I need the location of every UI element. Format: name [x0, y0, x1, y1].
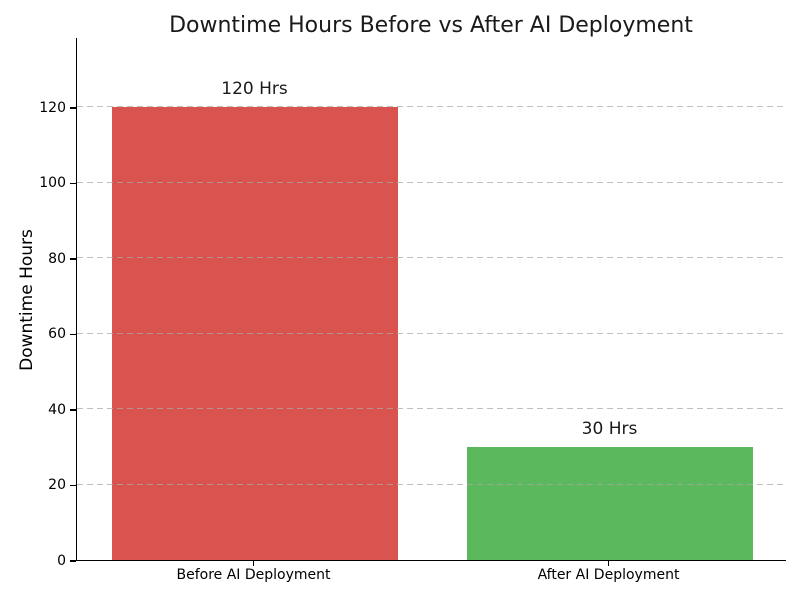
gridline-y-20 [77, 483, 786, 485]
y-tick-label: 80 [48, 250, 66, 267]
y-tick-label: 60 [48, 326, 66, 343]
x-tick-mark [252, 561, 255, 566]
y-tick-mark [70, 258, 76, 260]
y-tick-label: 120 [39, 99, 66, 116]
bar-after [466, 446, 753, 560]
chart-title: Downtime Hours Before vs After AI Deploy… [169, 13, 693, 38]
x-tick-label: After AI Deployment [537, 567, 680, 583]
x-tick-label: Before AI Deployment [176, 567, 331, 583]
y-tick-label: 0 [57, 553, 66, 569]
gridline-y-60 [77, 332, 786, 334]
y-tick-mark [70, 560, 76, 562]
y-tick-label: 20 [48, 477, 66, 494]
gridline-y-80 [77, 257, 786, 259]
y-tick-mark [70, 182, 76, 185]
y-tick-mark [70, 409, 76, 411]
gridline-y-100 [77, 181, 786, 183]
x-tick-mark [607, 561, 610, 566]
bar-value-label: 120 Hrs [221, 78, 288, 99]
gridline-y-120 [77, 106, 786, 108]
plot-area: 120 Hrs 30 Hrs [76, 38, 786, 561]
bar-value-label: 30 Hrs [581, 418, 638, 439]
y-tick-mark [70, 333, 76, 336]
y-tick-mark [70, 107, 76, 109]
y-tick-label: 40 [48, 401, 66, 418]
gridline-y-40 [77, 408, 786, 410]
y-tick-mark [70, 484, 76, 487]
y-tick-label: 100 [39, 175, 66, 192]
